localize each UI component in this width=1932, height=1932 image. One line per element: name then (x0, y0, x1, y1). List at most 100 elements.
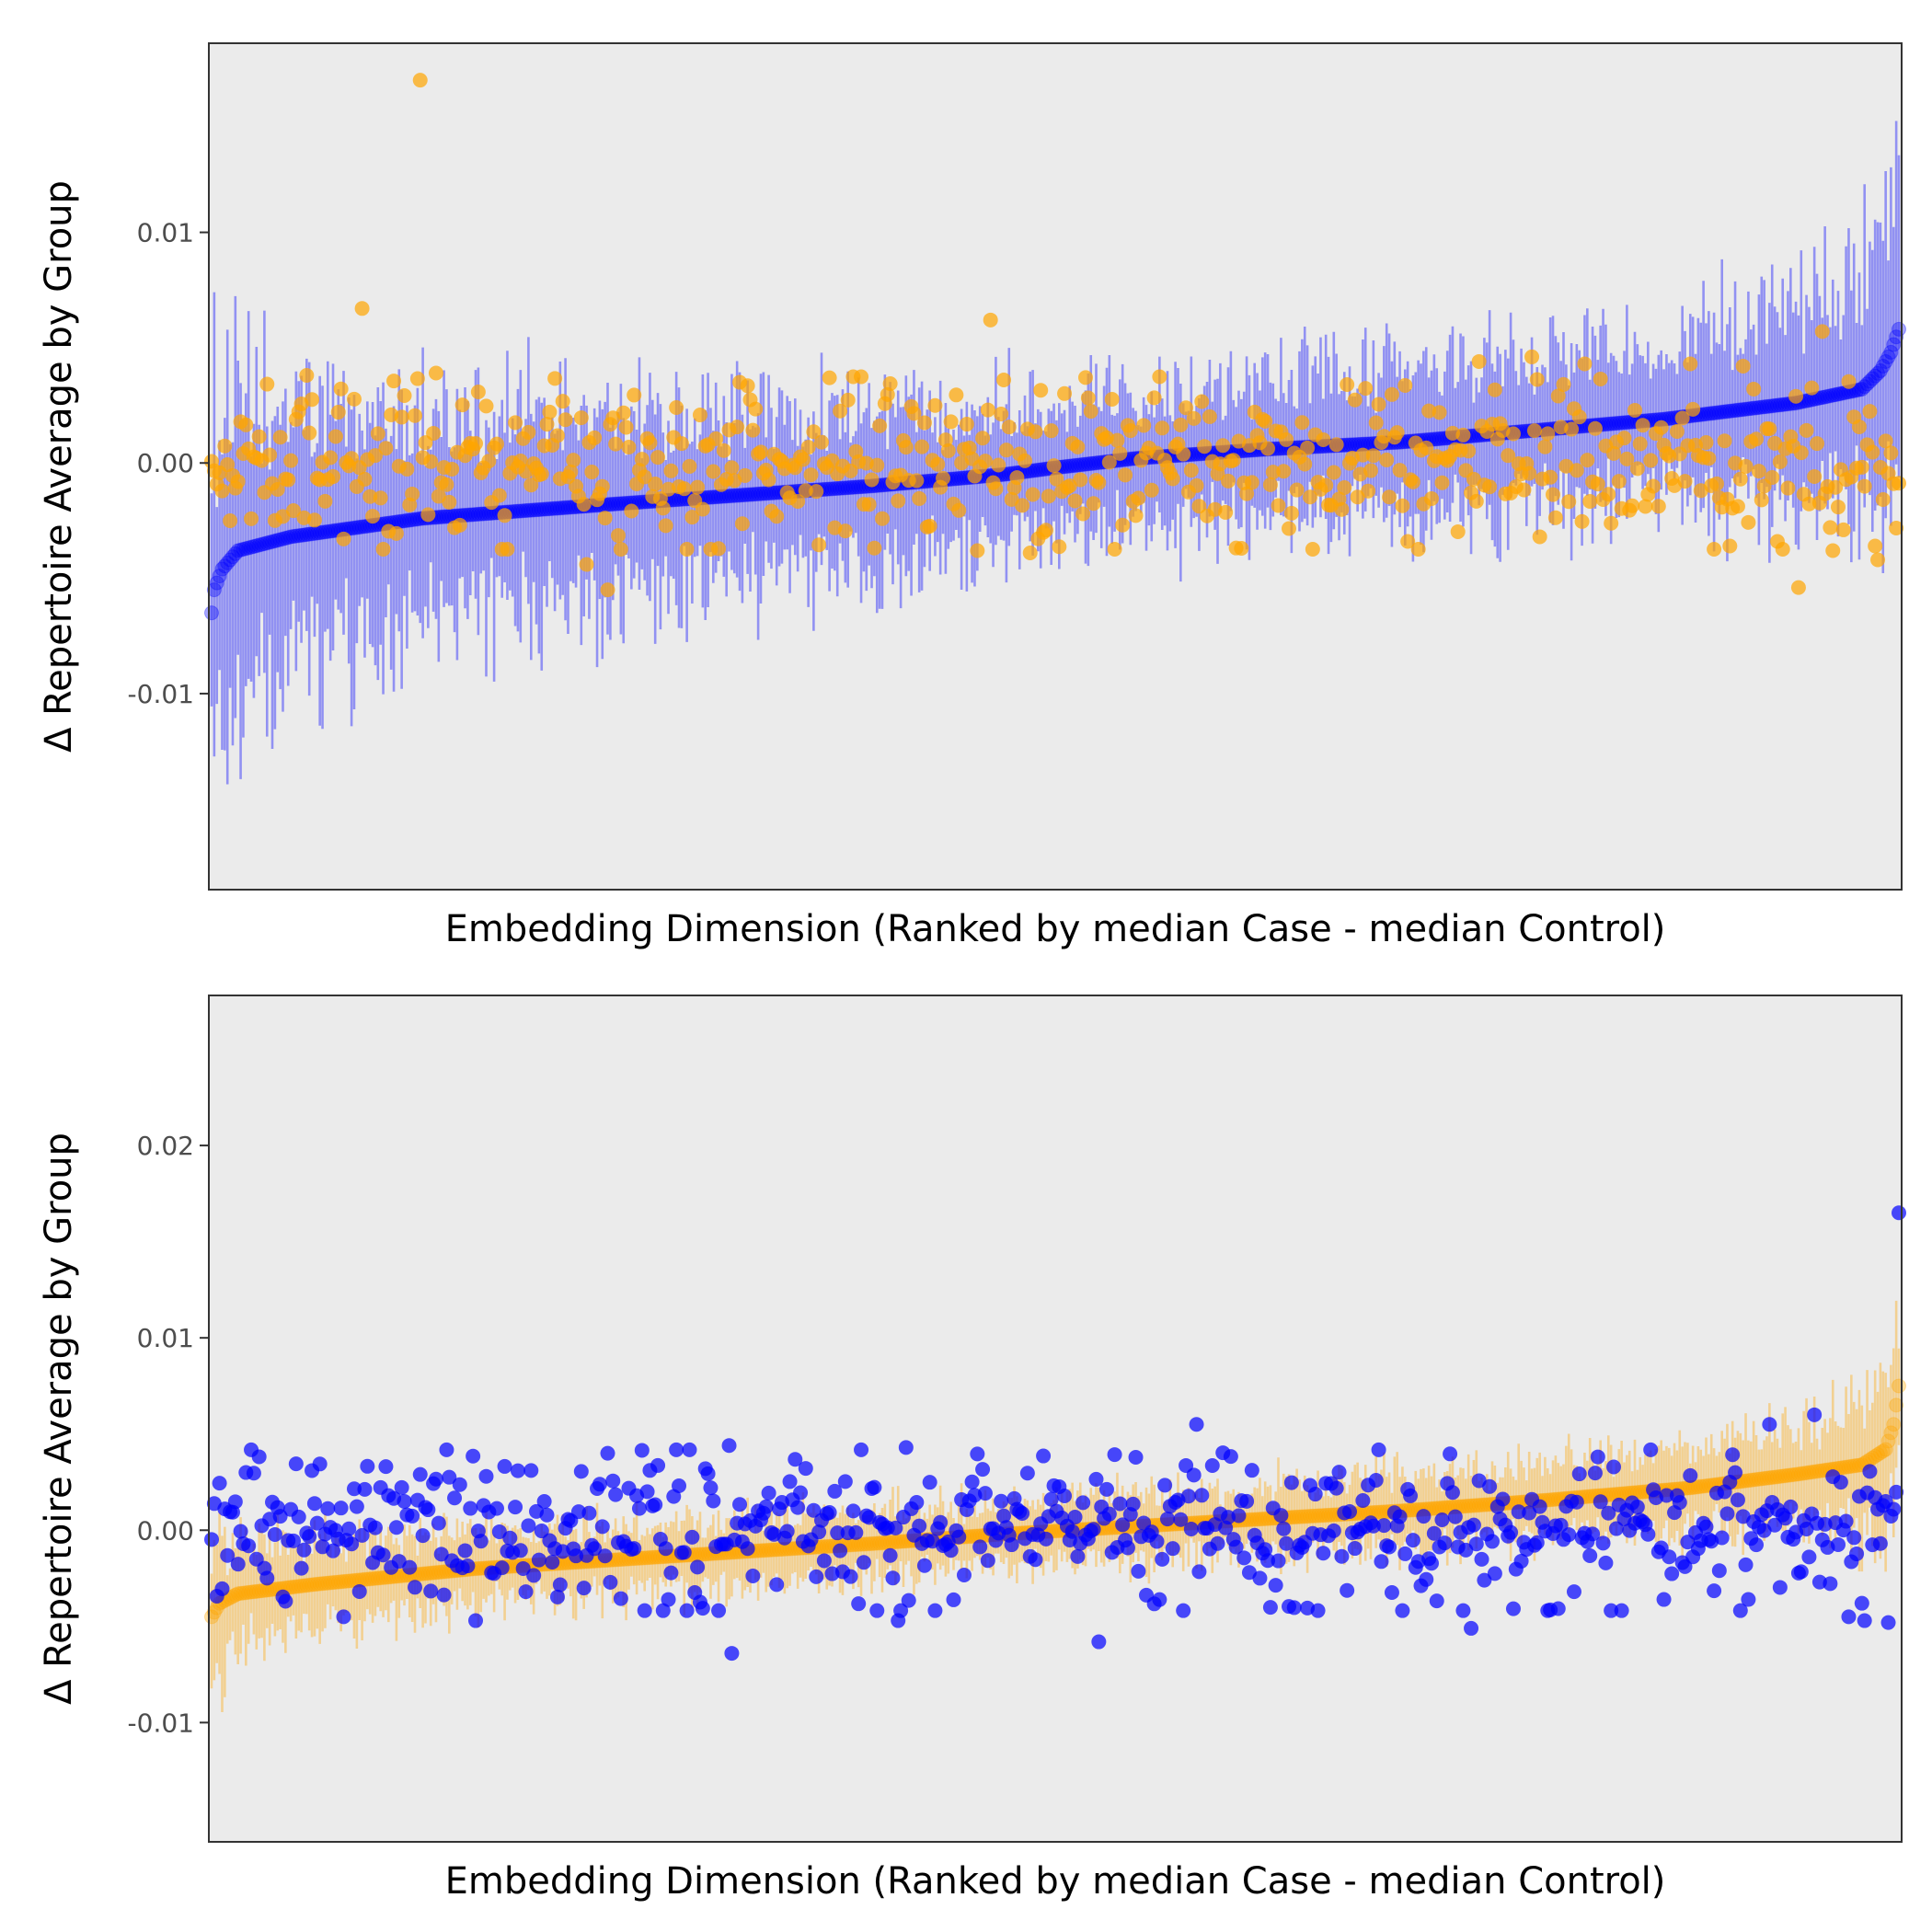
comparison-point (634, 452, 650, 467)
comparison-point (972, 1539, 988, 1555)
comparison-point (405, 486, 420, 501)
comparison-point (489, 436, 504, 452)
comparison-point (1358, 381, 1374, 397)
comparison-point (420, 1502, 436, 1518)
median-point (275, 531, 291, 546)
median-point (613, 496, 628, 512)
median-point (362, 1571, 378, 1587)
median-point (265, 534, 281, 549)
comparison-point (1331, 1465, 1347, 1480)
comparison-point (1889, 520, 1904, 535)
median-point (1738, 401, 1754, 417)
comparison-point (663, 463, 679, 478)
comparison-point (1262, 477, 1278, 492)
comparison-point (1152, 1592, 1167, 1607)
median-point (523, 502, 539, 518)
comparison-point (676, 1545, 692, 1560)
comparison-point (442, 494, 457, 510)
comparison-point (912, 1518, 927, 1534)
comparison-point (1719, 1506, 1735, 1522)
y-tick-label: 0.00 (137, 1515, 194, 1546)
median-point (1765, 398, 1780, 414)
comparison-point (1273, 1508, 1289, 1524)
comparison-point (1547, 510, 1563, 525)
comparison-point (1775, 541, 1790, 557)
comparison-point (1772, 454, 1788, 469)
median-point (244, 1584, 259, 1600)
median-point (233, 1585, 248, 1601)
comparison-point (711, 541, 727, 557)
median-point (1078, 456, 1094, 472)
median-point (758, 1543, 774, 1558)
comparison-point (285, 503, 301, 519)
median-point (407, 512, 422, 527)
median-point (288, 528, 304, 544)
comparison-point (439, 477, 454, 492)
comparison-point (1810, 436, 1825, 452)
comparison-point (299, 367, 315, 383)
comparison-point (1849, 1546, 1865, 1561)
comparison-point (882, 1547, 898, 1563)
comparison-point (1714, 1530, 1730, 1546)
comparison-point (1725, 1447, 1741, 1463)
median-point (1062, 458, 1077, 474)
median-point (824, 481, 840, 497)
comparison-point (1328, 437, 1344, 453)
median-point (1619, 415, 1635, 431)
comparison-point (1807, 469, 1823, 485)
comparison-point (1136, 418, 1152, 433)
median-point (204, 605, 219, 621)
comparison-point (351, 1583, 367, 1599)
comparison-point (534, 466, 549, 482)
comparison-point (837, 523, 853, 539)
comparison-point (251, 1449, 267, 1465)
comparison-point (1587, 1466, 1603, 1481)
comparison-point (573, 1464, 589, 1479)
comparison-point (822, 370, 837, 385)
median-point (426, 1565, 442, 1581)
comparison-point (423, 454, 439, 469)
comparison-point (1028, 424, 1043, 440)
comparison-point (1432, 405, 1447, 420)
comparison-point (1307, 1487, 1323, 1502)
comparison-point (970, 543, 985, 558)
median-point (1886, 337, 1902, 352)
median-point (1732, 402, 1748, 418)
comparison-point (555, 394, 570, 409)
comparison-point (259, 376, 275, 392)
median-point (357, 1571, 373, 1587)
median-point (238, 541, 254, 557)
median-point (547, 500, 563, 516)
median-point (1252, 1512, 1268, 1527)
comparison-point (1225, 453, 1241, 468)
comparison-point (1086, 1522, 1101, 1537)
median-point (238, 1585, 254, 1601)
comparison-point (558, 412, 573, 428)
comparison-point (510, 1463, 525, 1478)
comparison-point (1464, 1620, 1479, 1636)
comparison-point (1328, 1480, 1344, 1496)
comparison-point (1110, 432, 1125, 448)
comparison-point (1361, 483, 1376, 499)
comparison-point (851, 1596, 867, 1612)
comparison-point (1004, 1537, 1019, 1553)
comparison-point (1883, 445, 1899, 461)
comparison-point (1635, 418, 1650, 433)
median-point (1777, 397, 1793, 412)
median-point (309, 1576, 325, 1592)
comparison-point (1532, 529, 1547, 545)
comparison-point (977, 454, 993, 469)
comparison-point (833, 403, 848, 419)
comparison-point (732, 1497, 748, 1512)
comparison-point (1606, 445, 1622, 461)
bottom-panel: 0.02 0.01 0.00 -0.01 Embedding Dimension (R… (38, 995, 1906, 1903)
y-tick-label: 0.02 (137, 1131, 194, 1161)
comparison-point (220, 457, 236, 473)
comparison-point (1271, 1553, 1286, 1569)
comparison-point (1186, 410, 1202, 426)
comparison-point (679, 541, 695, 557)
comparison-point (267, 1526, 282, 1542)
median-point (1754, 399, 1769, 415)
comparison-point (1571, 409, 1587, 425)
median-point (246, 538, 261, 554)
